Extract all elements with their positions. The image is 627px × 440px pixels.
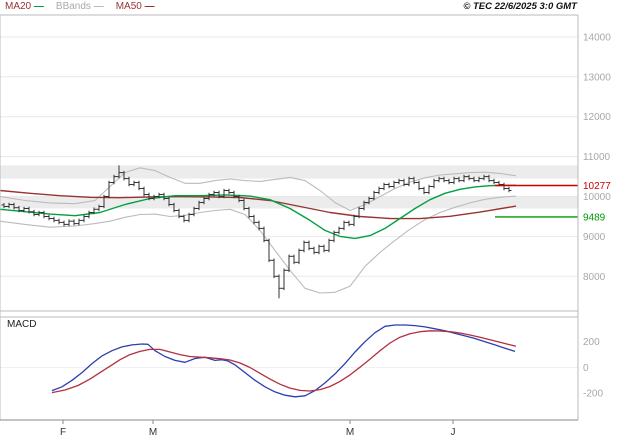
level-label: 10277 bbox=[583, 181, 611, 192]
macd-tick-label: 0 bbox=[583, 363, 589, 374]
y-tick-label: 9000 bbox=[583, 232, 606, 243]
y-tick-label: 14000 bbox=[583, 32, 611, 43]
macd-panel-title: MACD bbox=[7, 319, 37, 330]
legend-line-sample: — bbox=[31, 1, 44, 12]
signal-line bbox=[51, 330, 517, 394]
legend-item-ma50: MA50 — bbox=[116, 1, 155, 12]
y-tick-label: 13000 bbox=[583, 72, 611, 83]
x-tick-label: J bbox=[451, 427, 456, 438]
x-tick-label: F bbox=[60, 427, 66, 438]
x-tick-label: M bbox=[346, 427, 354, 438]
y-tick-label: 8000 bbox=[583, 272, 606, 283]
legend-item-bbands: BBands — bbox=[56, 1, 104, 12]
price-zone bbox=[0, 165, 578, 179]
x-tick-label: M bbox=[149, 427, 157, 438]
legend-label: MA50 bbox=[115, 1, 142, 12]
series-MA20 bbox=[0, 184, 516, 240]
y-tick-label: 12000 bbox=[583, 112, 611, 123]
y-tick-label: 10000 bbox=[583, 192, 611, 203]
series-bb-lower bbox=[0, 195, 517, 294]
legend-label: MA20 bbox=[5, 1, 32, 12]
legend-line-sample: — bbox=[141, 1, 155, 12]
series-bb-upper bbox=[0, 167, 517, 212]
macd-line bbox=[51, 324, 516, 398]
macd-tick-label: -200 bbox=[583, 389, 603, 400]
legend-line-sample: — bbox=[90, 1, 104, 12]
copyright-text: © TEC 22/6/2025 3:0 GMT bbox=[463, 1, 577, 12]
macd-tick-label: 200 bbox=[583, 337, 600, 348]
legend-label: BBands bbox=[55, 1, 91, 12]
level-label: 9489 bbox=[583, 212, 606, 223]
legend: MA20 — BBands — MA50 — bbox=[5, 1, 167, 12]
y-tick-label: 11000 bbox=[583, 152, 611, 163]
series-MA50 bbox=[0, 189, 517, 220]
legend-item-ma20: MA20 — bbox=[5, 1, 44, 12]
